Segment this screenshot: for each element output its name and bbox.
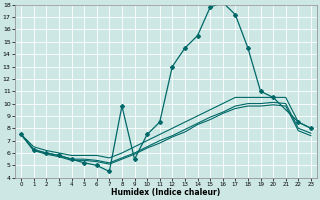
X-axis label: Humidex (Indice chaleur): Humidex (Indice chaleur): [111, 188, 221, 197]
